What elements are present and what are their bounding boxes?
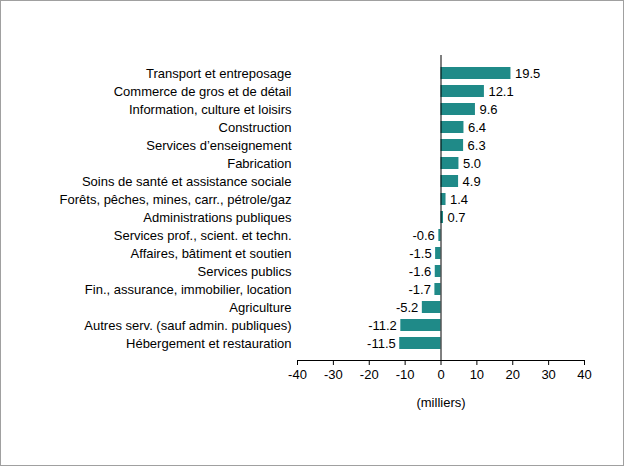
svg-text:12.1: 12.1 bbox=[488, 84, 513, 99]
svg-text:-1.6: -1.6 bbox=[409, 264, 431, 279]
svg-text:0: 0 bbox=[437, 367, 444, 382]
svg-text:Fin., assurance, immobilier, l: Fin., assurance, immobilier, location bbox=[85, 282, 292, 297]
svg-text:-30: -30 bbox=[324, 367, 343, 382]
svg-text:6.4: 6.4 bbox=[468, 120, 486, 135]
svg-text:9.6: 9.6 bbox=[479, 102, 497, 117]
svg-text:0.7: 0.7 bbox=[448, 210, 466, 225]
svg-text:Forêts, pêches, mines, carr.,: Forêts, pêches, mines, carr., pétrole/ga… bbox=[60, 192, 292, 207]
svg-text:-40: -40 bbox=[288, 367, 307, 382]
svg-text:Agriculture: Agriculture bbox=[229, 300, 291, 315]
svg-text:Hébergement et restauration: Hébergement et restauration bbox=[126, 336, 291, 351]
svg-text:30: 30 bbox=[541, 367, 555, 382]
svg-text:Fabrication: Fabrication bbox=[227, 156, 291, 171]
svg-text:20: 20 bbox=[506, 367, 520, 382]
svg-text:5.0: 5.0 bbox=[463, 156, 481, 171]
svg-text:4.9: 4.9 bbox=[463, 174, 481, 189]
svg-text:Commerce de gros et de détail: Commerce de gros et de détail bbox=[114, 84, 292, 99]
svg-text:1.4: 1.4 bbox=[450, 192, 468, 207]
svg-text:6.3: 6.3 bbox=[468, 138, 486, 153]
svg-text:Services publics: Services publics bbox=[198, 264, 292, 279]
svg-text:Soins de santé et assistance s: Soins de santé et assistance sociale bbox=[82, 174, 292, 189]
svg-text:-11.5: -11.5 bbox=[367, 336, 396, 351]
svg-text:-5.2: -5.2 bbox=[396, 300, 418, 315]
svg-text:19.5: 19.5 bbox=[515, 66, 540, 81]
svg-text:-10: -10 bbox=[396, 367, 415, 382]
svg-text:-0.6: -0.6 bbox=[412, 228, 434, 243]
svg-text:Transport et entreposage: Transport et entreposage bbox=[146, 66, 292, 81]
svg-text:Affaires, bâtiment et soutien: Affaires, bâtiment et soutien bbox=[131, 246, 292, 261]
svg-text:Services d’enseignement: Services d’enseignement bbox=[146, 138, 292, 153]
svg-text:-1.5: -1.5 bbox=[409, 246, 431, 261]
svg-text:40: 40 bbox=[577, 367, 591, 382]
svg-text:Construction: Construction bbox=[219, 120, 292, 135]
svg-text:Autres serv. (sauf admin. publ: Autres serv. (sauf admin. publiques) bbox=[84, 318, 291, 333]
svg-text:-11.2: -11.2 bbox=[368, 318, 397, 333]
svg-text:(milliers): (milliers) bbox=[416, 395, 465, 410]
svg-text:Information, culture et loisir: Information, culture et loisirs bbox=[129, 102, 292, 117]
svg-text:-20: -20 bbox=[360, 367, 379, 382]
svg-text:Administrations publiques: Administrations publiques bbox=[143, 210, 292, 225]
svg-text:-1.7: -1.7 bbox=[408, 282, 430, 297]
svg-text:10: 10 bbox=[470, 367, 484, 382]
svg-text:Services prof., scient. et tec: Services prof., scient. et techn. bbox=[114, 228, 292, 243]
